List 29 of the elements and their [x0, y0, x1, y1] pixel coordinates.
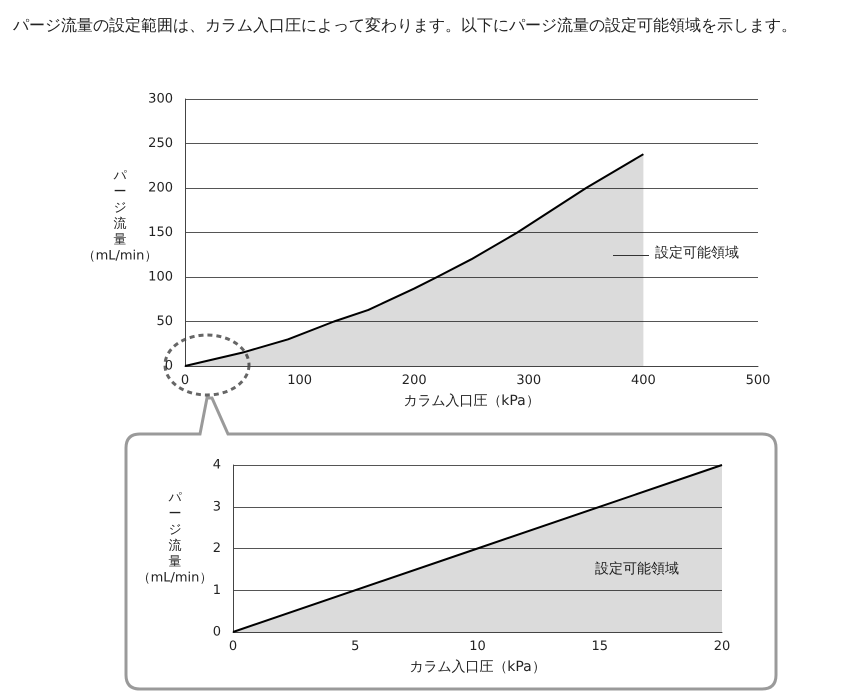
x-tick-label: 15 — [591, 639, 608, 654]
x-tick-label: 400 — [630, 373, 656, 388]
x-tick-label: 10 — [469, 639, 486, 654]
y-tick-label: 150 — [148, 225, 173, 240]
y-tick-label: 250 — [148, 136, 173, 151]
y-tick-label: 3 — [212, 499, 221, 514]
x-tick-label: 0 — [180, 373, 190, 388]
y-tick-label: 4 — [212, 458, 221, 472]
x-tick-label: 0 — [228, 639, 238, 654]
x-tick-label: 5 — [351, 639, 360, 654]
y-tick-label: 1 — [212, 582, 221, 598]
x-tick-label: 100 — [287, 373, 312, 388]
y-tick-label: 100 — [148, 270, 173, 284]
y-axis-title: パージ流量（mL/min） — [138, 490, 212, 586]
x-axis-title: カラム入口圧（kPa） — [403, 393, 540, 409]
x-axis-title: カラム入口圧（kPa） — [409, 659, 546, 675]
x-tick-label: 200 — [402, 373, 427, 388]
annotation: 設定可能領域 — [655, 245, 739, 261]
y-tick-label: 300 — [148, 92, 173, 106]
annotation: 設定可能領域 — [595, 561, 679, 577]
y-tick-label: 200 — [148, 180, 173, 196]
y-tick-label: 0 — [164, 358, 173, 374]
y-tick-label: 50 — [156, 314, 173, 329]
x-tick-label: 20 — [714, 639, 730, 654]
x-tick-label: 500 — [746, 373, 770, 388]
chart-title: パージ流量の設定範囲は、カラム入口圧によって変わります。以下にパージ流量の設定可能領域を示します。 — [12, 16, 797, 34]
y-tick-label: 2 — [212, 541, 221, 556]
y-tick-label: 0 — [212, 624, 221, 640]
x-tick-label: 300 — [516, 373, 542, 388]
